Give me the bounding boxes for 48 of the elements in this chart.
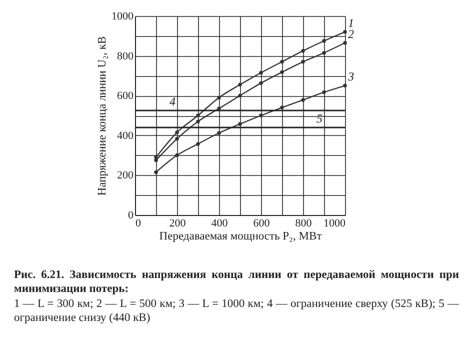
point — [154, 158, 158, 162]
x-tick-label: 400 — [211, 218, 228, 230]
point — [196, 142, 200, 146]
point — [301, 60, 305, 64]
point — [196, 120, 200, 124]
y-tick-label: 200 — [117, 170, 134, 182]
y-tick-label: 0 — [128, 210, 134, 222]
point — [154, 170, 158, 174]
point — [322, 39, 326, 43]
text: 1 — L = 300 км; 2 — L = 500 км; 3 — L = 1000 км; 4 — ограничение сверху (525 кВ); 5 — ограничение снизу (440 кВ) — [14, 296, 459, 326]
point — [322, 90, 326, 94]
point — [343, 30, 347, 34]
point — [280, 60, 284, 64]
point — [217, 131, 221, 135]
y-tick-label: 600 — [117, 90, 134, 102]
x-tick-label: 600 — [253, 218, 270, 230]
point — [154, 155, 158, 160]
point — [217, 106, 221, 110]
x-tick-label: 1000 — [324, 218, 346, 230]
y-tick-label: 1000 — [112, 10, 134, 22]
point — [175, 130, 179, 134]
x-tick-label: 0 — [136, 218, 142, 230]
point — [217, 96, 221, 100]
point — [259, 81, 263, 85]
point — [343, 84, 347, 88]
x-axis-title: Передаваемая мощность P₂, МВт — [159, 230, 322, 242]
annotation: 4 — [170, 94, 176, 109]
point — [280, 70, 284, 74]
point — [301, 48, 305, 53]
point — [259, 70, 263, 75]
text: Рис. 6.21. Зависимость напряжения конца линии от передаваемой мощности при минимизации потерь: — [14, 268, 459, 297]
x-tick-label: 800 — [295, 218, 312, 230]
y-axis-title: Напряжение конца линии U₂, кВ — [96, 36, 108, 196]
point — [196, 114, 200, 118]
point — [280, 106, 284, 110]
x-tick-label: 200 — [169, 218, 186, 230]
point — [343, 41, 347, 45]
y-tick-label: 400 — [117, 130, 134, 142]
point — [175, 153, 179, 158]
point — [259, 114, 263, 118]
point — [175, 136, 179, 141]
point — [301, 98, 305, 102]
point — [238, 94, 242, 98]
annotation: 3 — [347, 70, 354, 84]
point — [322, 50, 326, 55]
y-tick-label: 800 — [117, 50, 134, 62]
point — [238, 82, 242, 87]
point — [238, 122, 242, 126]
